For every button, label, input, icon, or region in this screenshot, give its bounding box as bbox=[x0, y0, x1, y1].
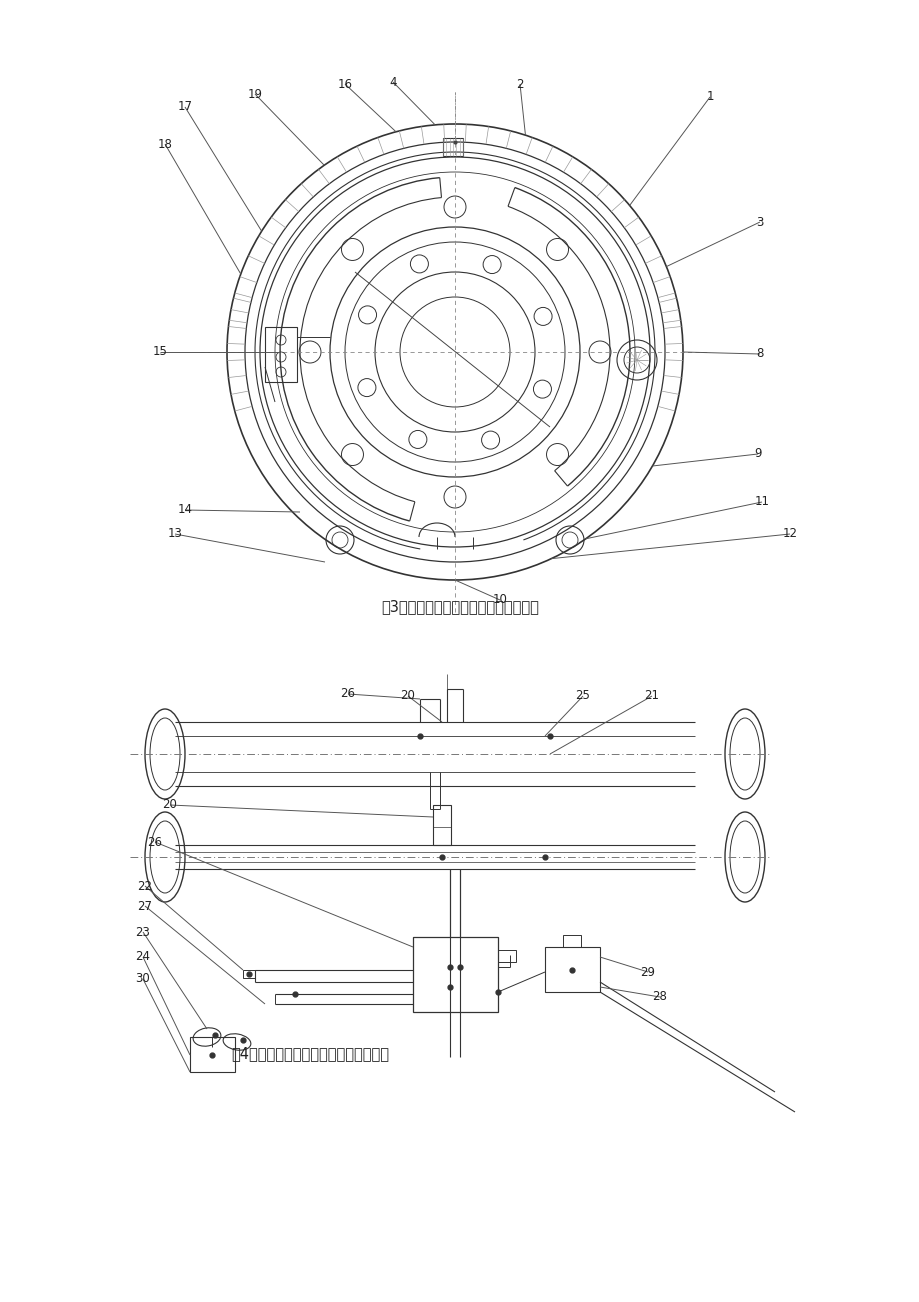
Text: 29: 29 bbox=[640, 966, 654, 979]
Text: 14: 14 bbox=[177, 504, 192, 517]
Text: 24: 24 bbox=[135, 950, 151, 963]
Text: 16: 16 bbox=[337, 78, 352, 91]
Text: 26: 26 bbox=[147, 836, 163, 849]
Bar bbox=[443, 138, 462, 156]
Bar bbox=[265, 327, 297, 381]
Bar bbox=[497, 950, 516, 962]
Text: 1: 1 bbox=[706, 91, 713, 103]
Text: 18: 18 bbox=[157, 138, 172, 151]
Text: 2: 2 bbox=[516, 78, 523, 91]
Bar bbox=[413, 937, 497, 1012]
Text: 图3、制动蹄及相关零部件安装结构示意: 图3、制动蹄及相关零部件安装结构示意 bbox=[380, 599, 539, 615]
Text: 8: 8 bbox=[755, 348, 763, 361]
Text: 3: 3 bbox=[755, 216, 763, 228]
Text: 图4、制动蹄及相关零件安装结构示意图: 图4、制动蹄及相关零件安装结构示意图 bbox=[231, 1047, 389, 1061]
Text: 25: 25 bbox=[575, 690, 590, 703]
Bar bbox=[562, 935, 581, 947]
Text: 10: 10 bbox=[492, 594, 507, 607]
Text: 21: 21 bbox=[644, 690, 659, 703]
Bar bbox=[190, 1036, 234, 1072]
Text: 28: 28 bbox=[652, 991, 666, 1004]
Text: 20: 20 bbox=[163, 798, 177, 811]
Bar bbox=[243, 970, 255, 978]
Text: 15: 15 bbox=[153, 345, 167, 358]
Bar bbox=[433, 805, 450, 845]
Text: 27: 27 bbox=[137, 900, 153, 913]
Text: 13: 13 bbox=[167, 527, 182, 540]
Bar bbox=[544, 947, 599, 992]
Text: 12: 12 bbox=[782, 527, 797, 540]
Text: 20: 20 bbox=[400, 690, 415, 703]
Text: 26: 26 bbox=[340, 687, 355, 700]
Text: 30: 30 bbox=[135, 973, 150, 986]
Text: 11: 11 bbox=[754, 496, 768, 509]
Text: 19: 19 bbox=[247, 87, 262, 100]
Text: 4: 4 bbox=[389, 76, 396, 89]
Text: 23: 23 bbox=[135, 926, 151, 939]
Text: 17: 17 bbox=[177, 100, 192, 113]
Text: 22: 22 bbox=[137, 879, 153, 892]
Text: 9: 9 bbox=[754, 448, 761, 461]
